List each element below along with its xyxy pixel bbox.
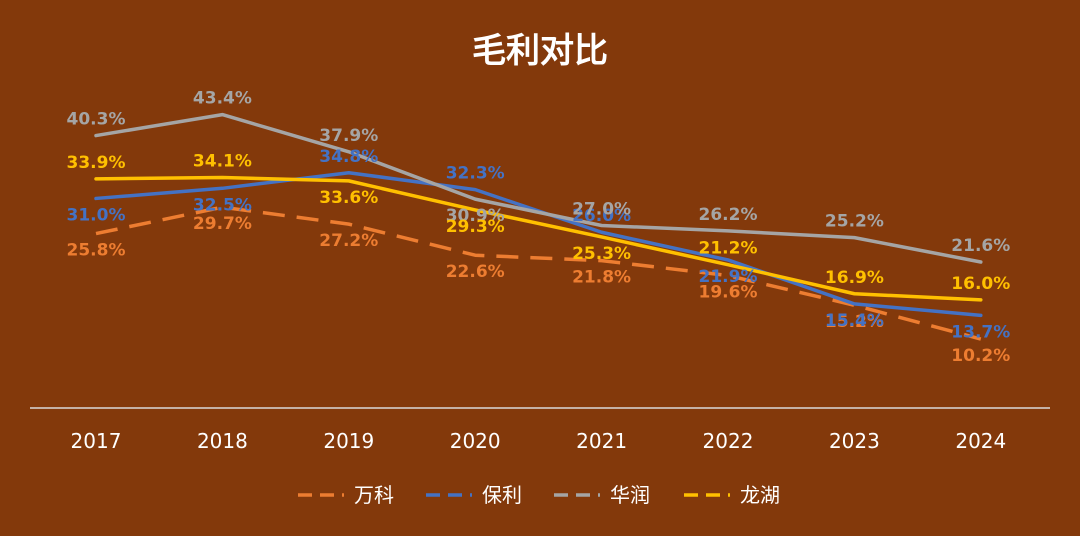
data-label-保利-2021: 26.0%	[572, 206, 631, 226]
data-label-华润-2020: 30.9%	[446, 206, 505, 226]
data-label-万科-2024: 10.2%	[951, 346, 1010, 366]
data-label-龙湖-2018: 34.1%	[193, 151, 252, 171]
data-label-万科-2022: 19.6%	[699, 283, 758, 303]
legend-item-万科[interactable]: 万科	[298, 483, 394, 507]
data-label-保利-2018: 32.5%	[193, 195, 252, 215]
data-label-华润-2021: 27.0%	[572, 199, 631, 219]
legend-item-保利[interactable]: 保利	[426, 483, 522, 507]
chart-title: 毛利对比	[472, 31, 608, 71]
x-tick-label-2023: 2023	[829, 429, 880, 453]
x-axis-ticks: 2017 2018 2019 2020 2021 2022 2023 2024	[71, 429, 1007, 453]
x-tick-label-2018: 2018	[197, 429, 248, 453]
legend-item-龙湖[interactable]: 龙湖	[684, 483, 780, 507]
data-label-保利-2017: 31.0%	[67, 205, 126, 225]
series-lines	[94, 112, 983, 341]
data-label-龙湖-2022: 21.2%	[699, 239, 758, 259]
data-label-万科-2023: 15.2%	[825, 312, 884, 332]
series-line-龙湖	[94, 175, 983, 302]
legend-item-华润[interactable]: 华润	[554, 483, 650, 507]
data-label-保利-2023: 15.4%	[825, 311, 884, 331]
x-tick-label-2017: 2017	[71, 429, 122, 453]
data-label-龙湖-2023: 16.9%	[825, 268, 884, 288]
data-label-华润-2018: 43.4%	[193, 89, 252, 109]
data-label-华润-2022: 26.2%	[699, 205, 758, 225]
data-label-龙湖-2017: 33.9%	[67, 153, 126, 173]
legend-label: 万科	[354, 483, 394, 507]
x-tick-label-2020: 2020	[450, 429, 501, 453]
series-line-万科	[95, 205, 982, 341]
legend-label: 龙湖	[740, 483, 780, 507]
legend-label: 华润	[610, 483, 650, 507]
data-label-华润-2024: 21.6%	[951, 236, 1010, 256]
data-label-华润-2019: 37.9%	[319, 126, 378, 146]
data-label-万科-2019: 27.2%	[319, 231, 378, 251]
data-label-保利-2024: 13.7%	[951, 322, 1010, 342]
data-label-万科-2017: 25.8%	[67, 241, 126, 261]
legend-label: 保利	[482, 483, 522, 507]
legend[interactable]: 万科 保利 华润 龙湖	[298, 483, 780, 507]
x-tick-label-2021: 2021	[576, 429, 627, 453]
data-label-保利-2020: 32.3%	[446, 164, 505, 184]
x-tick-label-2022: 2022	[703, 429, 754, 453]
data-label-保利-2022: 21.9%	[699, 267, 758, 287]
data-label-华润-2017: 40.3%	[67, 110, 126, 130]
data-label-龙湖-2021: 25.3%	[572, 244, 631, 264]
data-label-保利-2019: 34.8%	[319, 147, 378, 167]
data-label-万科-2021: 21.8%	[572, 268, 631, 288]
x-tick-label-2024: 2024	[955, 429, 1006, 453]
data-label-龙湖-2020: 29.3%	[446, 217, 505, 237]
x-tick-label-2019: 2019	[323, 429, 374, 453]
series-line-华润	[94, 112, 983, 264]
data-label-华润-2023: 25.2%	[825, 212, 884, 232]
data-label-万科-2020: 22.6%	[446, 262, 505, 282]
data-labels: 25.8% 29.7% 27.2% 22.6% 21.8% 19.6% 15.2% 10.2%…	[67, 89, 1011, 366]
data-label-龙湖-2019: 33.6%	[319, 188, 378, 208]
data-label-万科-2018: 29.7%	[193, 214, 252, 234]
data-label-龙湖-2024: 16.0%	[951, 274, 1010, 294]
